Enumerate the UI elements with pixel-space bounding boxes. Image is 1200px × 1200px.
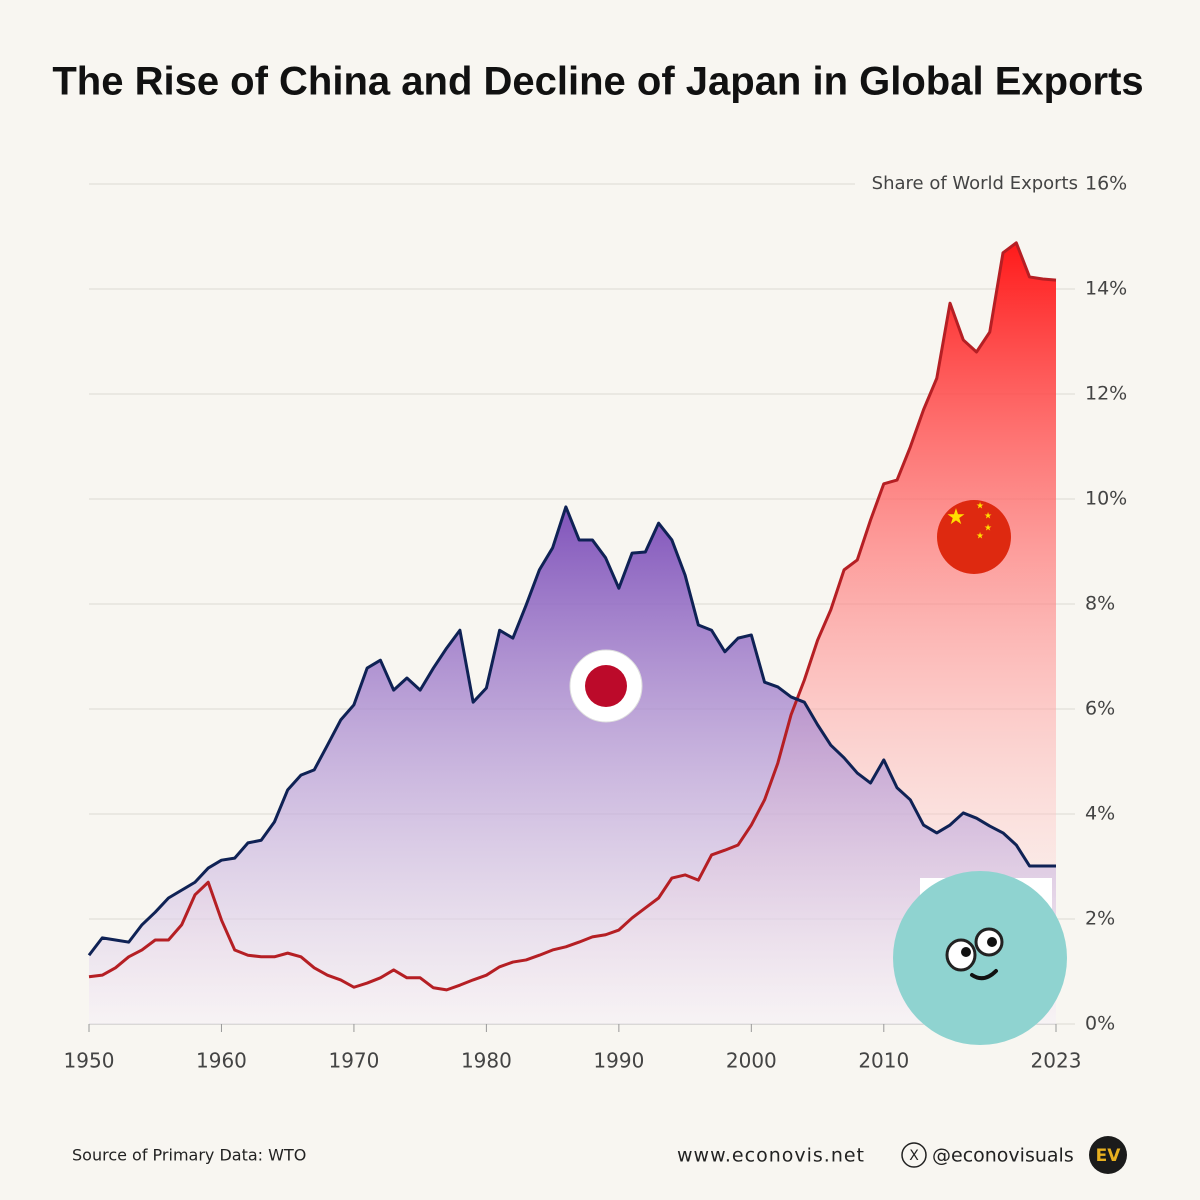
x-tick-label: 1950: [64, 1049, 115, 1073]
x-tick-label: 1960: [196, 1049, 247, 1073]
china-flag: ★ ★ ★ ★ ★: [937, 500, 1011, 574]
svg-text:★: ★: [976, 532, 984, 542]
line: [87, 505, 1056, 957]
line: [88, 241, 1057, 992]
y-tick-label: 16%: [1085, 173, 1127, 195]
x-tick-label: 1970: [328, 1049, 379, 1073]
x-tick-label: 2010: [858, 1049, 909, 1073]
y-axis-label: Share of World Exports: [872, 173, 1078, 194]
x-icon: X: [901, 1142, 927, 1168]
logo: EV: [1096, 1146, 1122, 1166]
area: [89, 506, 1056, 1024]
logo-badge: [1089, 1136, 1127, 1174]
svg-text:X: X: [909, 1148, 919, 1164]
svg-text:★: ★: [984, 512, 992, 522]
y-tick-label: 14%: [1085, 278, 1127, 300]
mascot: [893, 871, 1067, 1045]
x-tick-label: 1980: [461, 1049, 512, 1073]
x-tick-label: 2000: [726, 1049, 777, 1073]
source: Source of Primary Data: WTO: [72, 1146, 306, 1165]
svg-text:★: ★: [946, 505, 966, 530]
x-tick-label: 1990: [593, 1049, 644, 1073]
y-tick-label: 10%: [1085, 488, 1127, 510]
svg-text:★: ★: [984, 524, 992, 534]
y-tick-label: 4%: [1085, 803, 1115, 825]
y-tick-label: 8%: [1085, 593, 1115, 615]
website: www.econovis.net: [677, 1145, 865, 1167]
y-tick-label: 6%: [1085, 698, 1115, 720]
y-tick-label: 12%: [1085, 383, 1127, 405]
x-tick-label: 2023: [1031, 1049, 1082, 1073]
svg-text:★: ★: [976, 502, 984, 512]
y-tick-label: 0%: [1085, 1013, 1115, 1035]
handle: @econovisuals: [932, 1145, 1074, 1167]
chart-title: The Rise of China and Decline of Japan i…: [52, 60, 1143, 104]
y-tick-label: 2%: [1085, 908, 1115, 930]
japan-flag: [569, 649, 643, 723]
